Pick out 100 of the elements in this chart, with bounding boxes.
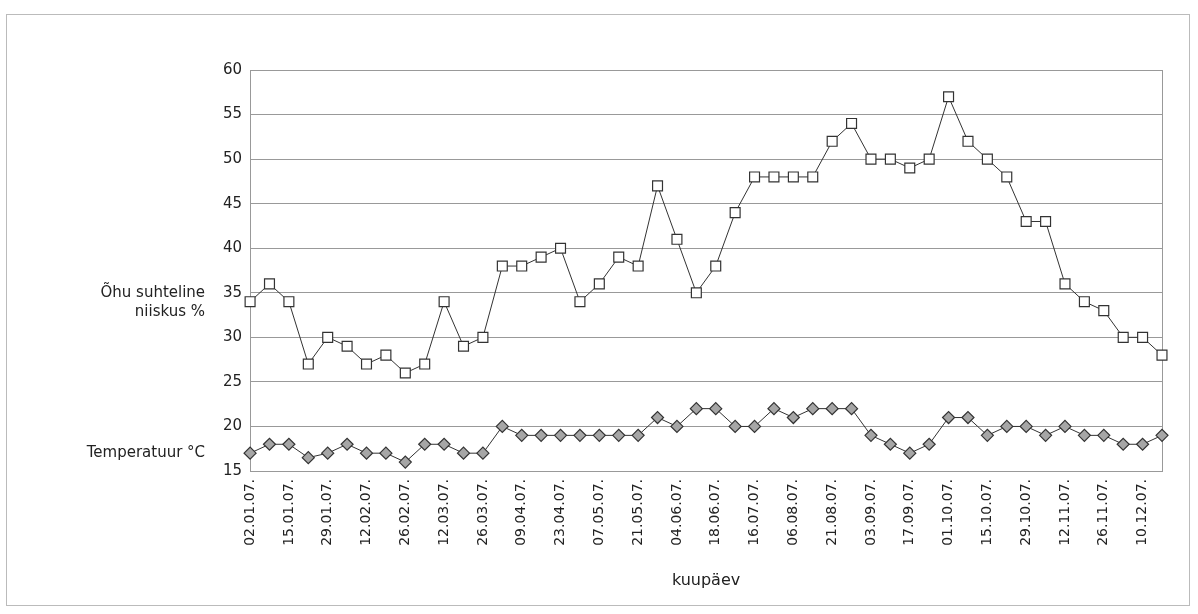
point (553, 428, 568, 442)
x-tick-label: 15.10.07. (978, 479, 995, 546)
point (941, 410, 956, 425)
point (437, 437, 451, 451)
x-tick-label: 16.07.07. (745, 479, 762, 546)
point (322, 331, 334, 343)
point (981, 153, 993, 165)
x-tick-label: 01.10.07. (939, 479, 956, 546)
point (613, 251, 625, 263)
point (670, 419, 684, 434)
point (1116, 437, 1130, 451)
point (379, 446, 393, 460)
point (1136, 437, 1150, 451)
y-tick-label: 35 (222, 282, 243, 301)
point (1038, 428, 1053, 442)
point (1156, 349, 1168, 361)
point (360, 358, 373, 370)
x-tick-label: 03.09.07. (861, 479, 878, 546)
point (846, 117, 858, 130)
point (825, 402, 839, 416)
point (962, 135, 974, 147)
x-tick-label: 23.04.07. (551, 479, 568, 546)
point (961, 410, 975, 425)
point (1137, 331, 1149, 343)
x-axis-title: kuupäev (671, 569, 741, 589)
point (573, 428, 587, 442)
point (631, 428, 645, 442)
point (1117, 331, 1129, 343)
point (516, 260, 528, 272)
point (1098, 305, 1110, 317)
point (1059, 278, 1071, 290)
point (263, 278, 276, 290)
point (632, 260, 644, 272)
point (1019, 419, 1033, 434)
point (457, 340, 470, 352)
point (729, 207, 741, 219)
point (612, 428, 626, 442)
x-tick-label: 04.06.07. (667, 479, 684, 546)
point (690, 287, 702, 299)
x-tick-label: 02.01.07. (240, 479, 257, 546)
x-tick-label: 10.12.07. (1133, 479, 1150, 546)
x-tick-label: 26.11.07. (1094, 479, 1111, 546)
point (806, 402, 820, 416)
point (980, 428, 994, 442)
point (904, 162, 916, 174)
text: Õhu suhteline niiskus % (100, 281, 206, 320)
point (593, 278, 605, 290)
point (476, 446, 490, 460)
point (321, 446, 335, 460)
point (477, 331, 489, 343)
point (689, 402, 703, 416)
point (419, 358, 431, 370)
point (301, 451, 315, 465)
point (380, 349, 392, 361)
y-tick-label: 55 (222, 104, 243, 123)
y-tick-label: 40 (222, 238, 243, 257)
point (650, 410, 665, 425)
point (592, 428, 606, 442)
text: Temperatuur °C (85, 443, 206, 462)
point (786, 410, 800, 425)
point (728, 419, 742, 434)
point (709, 402, 723, 416)
point (535, 251, 547, 263)
x-tick-label: 29.01.07. (318, 479, 335, 546)
y-tick-label: 45 (222, 193, 243, 212)
point (864, 428, 878, 442)
point (787, 171, 799, 183)
point (359, 446, 374, 460)
x-tick-label: 12.03.07. (434, 479, 451, 546)
point (399, 367, 411, 379)
point (749, 171, 761, 183)
point (1040, 215, 1052, 228)
point (844, 402, 859, 416)
y-tick-label: 15 (222, 460, 243, 479)
point (1077, 428, 1091, 442)
point (398, 455, 412, 469)
point (651, 180, 664, 192)
point (495, 419, 509, 434)
x-tick-label: 17.09.07. (900, 479, 917, 546)
x-tick-label: 26.02.07. (395, 479, 412, 546)
x-tick-label: 09.04.07. (512, 479, 529, 546)
y-tick-label: 30 (222, 327, 243, 346)
point (903, 446, 917, 460)
point (1097, 428, 1111, 442)
point (883, 437, 897, 451)
point (671, 233, 683, 245)
point (341, 340, 353, 352)
point (554, 242, 567, 254)
point (1058, 419, 1072, 434)
y-tick-label: 25 (222, 371, 243, 390)
x-tick-label: 15.01.07. (279, 479, 296, 546)
point (283, 296, 295, 308)
point (747, 419, 762, 434)
y-tick-label: 20 (222, 416, 243, 435)
x-tick-label: 26.03.07. (473, 479, 490, 546)
y-tick-label: 50 (222, 149, 243, 167)
x-tick-label: 07.05.07. (589, 479, 606, 546)
point (807, 171, 819, 183)
x-tick-label: 06.08.07. (783, 479, 800, 546)
point (710, 260, 722, 272)
